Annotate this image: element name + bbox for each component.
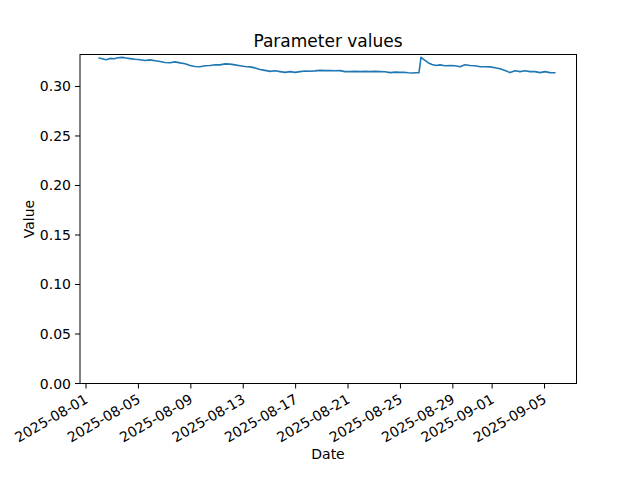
y-tick-label: 0.15: [40, 227, 71, 243]
y-tick-label: 0.25: [40, 128, 71, 144]
figure-canvas: 0.00 0.05 0.10 0.15 0.20 0.25 0.30 2025-08-012…: [0, 0, 640, 480]
plot-area-border: [80, 55, 577, 384]
line-chart: 0.00 0.05 0.10 0.15 0.20 0.25 0.30 2025-08-012…: [0, 0, 640, 480]
y-tick-label: 0.05: [40, 326, 71, 342]
x-axis-title: Date: [311, 446, 344, 462]
data-series-line: [99, 57, 555, 73]
y-axis-ticks: 0.00 0.05 0.10 0.15 0.20 0.25 0.30: [40, 78, 80, 391]
x-axis-ticks: 2025-08-012025-08-052025-08-092025-08-13…: [12, 384, 549, 446]
y-tick-label: 0.30: [40, 78, 71, 94]
y-tick-label: 0.00: [40, 376, 71, 392]
chart-title: Parameter values: [253, 31, 402, 51]
y-tick-label: 0.20: [40, 177, 71, 193]
y-axis-title: Value: [21, 200, 37, 238]
y-tick-label: 0.10: [40, 276, 71, 292]
